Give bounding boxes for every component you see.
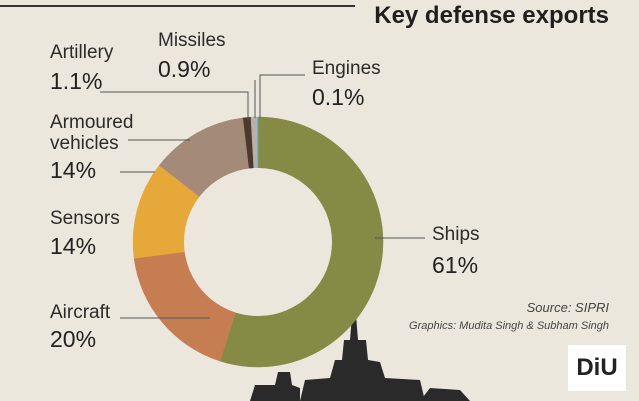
- slice-label: Ships: [432, 224, 480, 245]
- value-label: 1.1%: [50, 68, 103, 94]
- value-label: 61%: [432, 252, 479, 278]
- donut-hole: [184, 168, 332, 316]
- slice-label: Missiles: [158, 30, 226, 51]
- value-label: 0.9%: [158, 56, 211, 82]
- chart-title: Key defense exports: [374, 2, 609, 29]
- value-label: 14%: [50, 157, 97, 183]
- leader-line: [259, 74, 305, 118]
- slice-label: Engines: [312, 58, 381, 79]
- slice-label: Sensors: [50, 208, 120, 229]
- slice-label: Armoured vehicles: [50, 112, 134, 154]
- value-label: 14%: [50, 233, 97, 259]
- logo: DiU: [568, 345, 626, 391]
- slice-label: Aircraft: [50, 302, 111, 323]
- leader-line: [100, 91, 249, 120]
- slice-label: Artillery: [50, 42, 114, 63]
- source: Source: SIPRI: [526, 300, 609, 315]
- value-label: 0.1%: [312, 84, 365, 110]
- ship-silhouette: [250, 315, 470, 401]
- credit: Graphics: Mudita Singh & Subham Singh: [409, 320, 609, 332]
- slice: [257, 116, 259, 169]
- value-label: 20%: [50, 326, 97, 352]
